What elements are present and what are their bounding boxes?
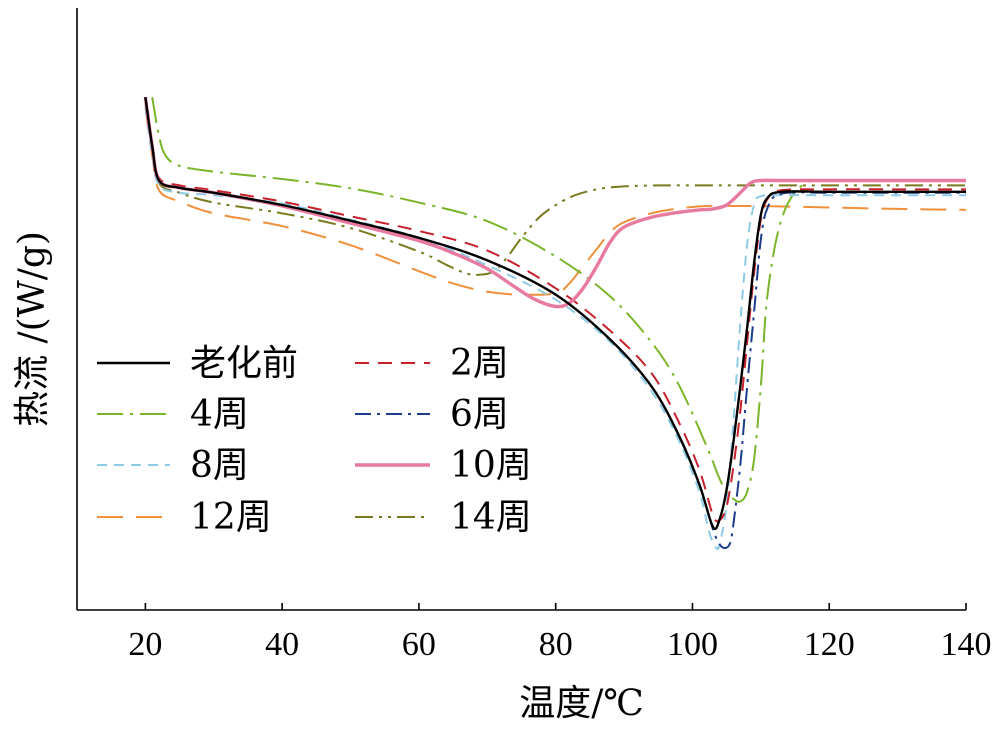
y-axis-title: 热流 /(W/g) — [12, 231, 53, 427]
legend-label-2: 2周 — [450, 343, 509, 384]
legend-label-6: 10周 — [450, 445, 532, 486]
series-line-4 — [144, 97, 966, 550]
legend-label-3: 4周 — [190, 394, 249, 435]
legend-label-8: 14周 — [450, 497, 532, 538]
x-tick-label: 140 — [941, 626, 992, 663]
series-line-3 — [151, 97, 966, 503]
legend-label-1: 老化前 — [190, 343, 298, 384]
axes: 20 40 60 80 100 120 140 — [76, 8, 992, 663]
series-line-7 — [144, 106, 967, 296]
series-line-8 — [144, 97, 966, 276]
series-line-5 — [144, 106, 966, 551]
series-line-2 — [144, 101, 966, 523]
x-tick-label: 100 — [667, 626, 718, 663]
x-tick-label: 20 — [128, 626, 162, 663]
x-tick-label: 40 — [265, 626, 299, 663]
series-line-1 — [144, 97, 966, 531]
legend-label-4: 6周 — [450, 394, 509, 435]
legend-label-7: 12周 — [190, 497, 272, 538]
x-tick-label: 120 — [804, 626, 855, 663]
x-tick-label: 80 — [539, 626, 573, 663]
legend: 老化前 2周 4周 6周 8周 10周 12周 14周 — [97, 343, 532, 538]
x-axis-ticks: 20 40 60 80 100 120 140 — [128, 603, 992, 663]
plot-area — [143, 96, 967, 551]
x-tick-label: 60 — [402, 626, 436, 663]
x-axis-title: 温度/℃ — [519, 683, 643, 724]
legend-label-5: 8周 — [190, 445, 249, 486]
